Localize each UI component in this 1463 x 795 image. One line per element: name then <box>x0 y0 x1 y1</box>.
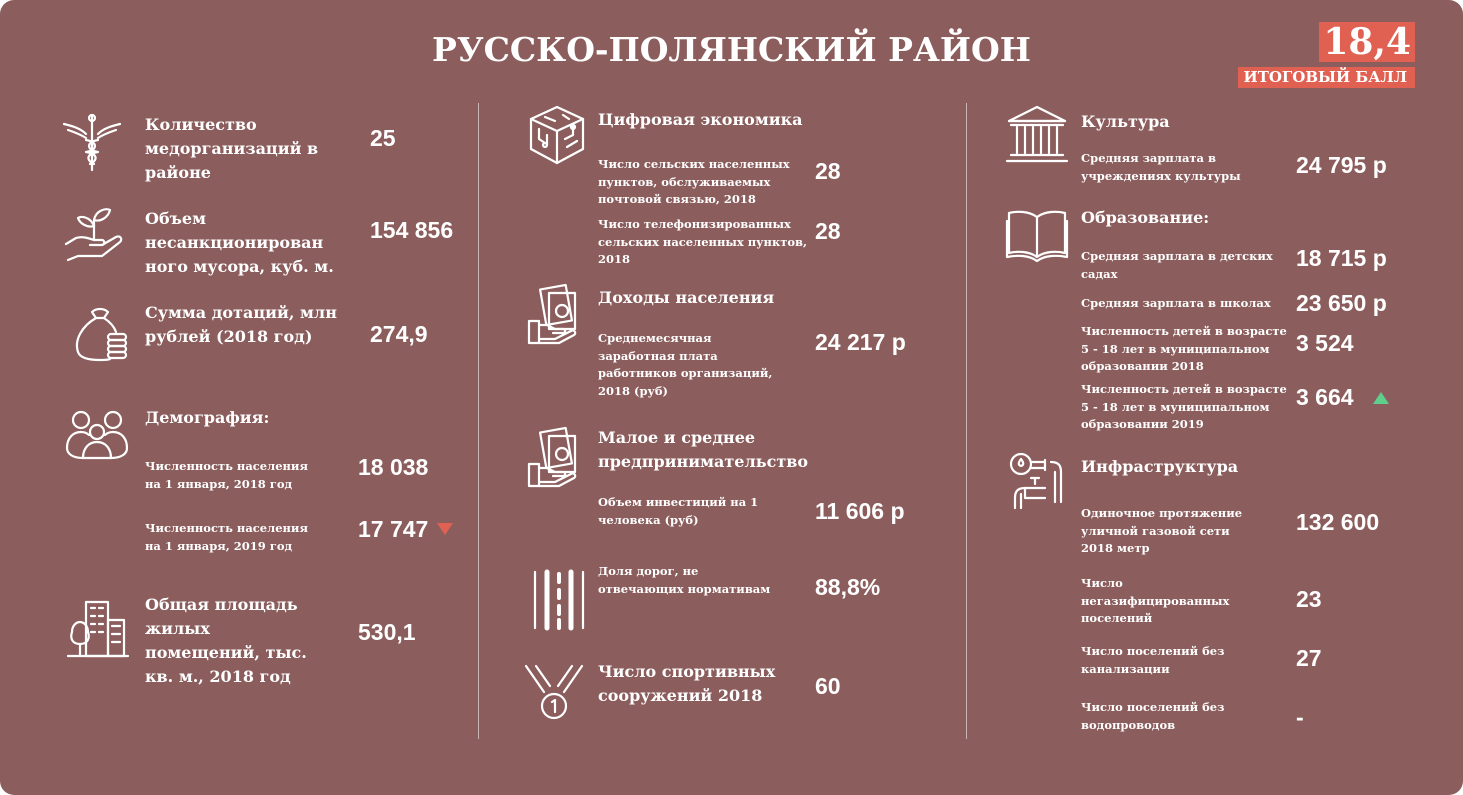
plant-hand-icon <box>62 200 126 264</box>
section-heading-edu-title: Образование: <box>1081 208 1210 227</box>
stat-value-post-value: 28 <box>815 158 841 184</box>
stat-value-pop2019-value: 17 747 <box>358 516 429 542</box>
stat-value-invest-value: 11 606 р <box>815 498 905 524</box>
stat-label-gas-label: Одиночное протяжение уличной газовой сет… <box>1081 506 1243 555</box>
stat-label-phone-label: Число телефонизированных сельских населе… <box>598 217 808 266</box>
medal-icon <box>522 660 586 724</box>
section-heading-housing-label: Общая площадь жилых помещений, тыс. кв. … <box>145 595 307 686</box>
hand-money-icon <box>525 426 589 490</box>
stat-value-school-value: 23 650 р <box>1296 290 1387 316</box>
section-heading-waste-label: Объем несанкционирован ного мусора, куб.… <box>145 209 334 276</box>
stat-value-roads-value: 88,8% <box>815 574 881 600</box>
stat-label-nogas-label: Число негазифицированных поселений <box>1081 576 1230 625</box>
stat-value-kids2019-value: 3 664 <box>1296 384 1354 410</box>
stat-label-invest-label: Объем инвестиций на 1 человека (руб) <box>598 495 759 527</box>
stat-label-kids2019-label: Численность детей в возрасте 5 - 18 лет … <box>1081 382 1287 431</box>
trend-down-icon <box>437 523 453 535</box>
section-heading-infra-title: Инфраструктура <box>1081 457 1239 476</box>
stat-value-pop2018-value: 18 038 <box>358 454 429 480</box>
stat-value-phone-value: 28 <box>815 218 841 244</box>
stat-label-pop2018-label: Численность населения на 1 января, 2018 … <box>145 459 308 491</box>
trend-up-icon <box>1373 392 1389 404</box>
column-divider <box>478 103 479 739</box>
stat-value-med-value: 25 <box>370 125 396 151</box>
stat-value-subsidy-value: 274,9 <box>370 321 428 347</box>
hand-money-icon <box>525 283 589 347</box>
road-icon <box>527 568 591 632</box>
total-score: 18,4 <box>1319 22 1415 62</box>
section-heading-sport-label: Число спортивных сооружений 2018 <box>598 662 776 705</box>
stat-label-pop2019-label: Численность населения на 1 января, 2019 … <box>145 521 308 553</box>
stat-value-salary-value: 24 217 р <box>815 329 906 355</box>
buildings-icon <box>66 598 130 662</box>
stat-value-nogas-value: 23 <box>1296 586 1322 612</box>
caduceus-icon <box>60 110 124 174</box>
stat-value-kinder-value: 18 715 р <box>1296 245 1387 271</box>
stat-value-nowater-value: - <box>1296 704 1304 730</box>
section-heading-sme-title: Малое и среднее предпринимательство <box>598 428 809 471</box>
stat-label-post-label: Число сельских населенных пунктов, обслу… <box>598 157 790 206</box>
stat-label-nowater-label: Число поселений без водопроводов <box>1081 700 1225 732</box>
section-heading-med-label: Количество медорганизаций в районе <box>145 115 319 182</box>
total-score-label: ИТОГОВЫЙ БАЛЛ <box>1237 67 1415 88</box>
stat-value-sport-value: 60 <box>815 673 841 699</box>
column-divider <box>966 103 967 739</box>
stat-value-kids2018-value: 3 524 <box>1296 330 1354 356</box>
stat-label-roads-label: Доля дорог, не отвечающих нормативам <box>598 564 771 596</box>
stat-value-culture-salary-value: 24 795 р <box>1296 152 1387 178</box>
museum-icon <box>1005 103 1069 167</box>
page-title: РУССКО-ПОЛЯНСКИЙ РАЙОН <box>432 30 1031 69</box>
stat-value-housing-value: 530,1 <box>358 619 416 645</box>
pipes-icon <box>1005 448 1069 512</box>
stat-value-nosewer-value: 27 <box>1296 645 1322 671</box>
stat-label-kinder-label: Средняя зарплата в детских садах <box>1081 249 1273 281</box>
people-icon <box>65 402 129 466</box>
stat-value-waste-value: 154 856 <box>370 217 454 243</box>
stat-label-culture-salary-label: Средняя зарплата в учреждениях культуры <box>1081 151 1241 183</box>
stat-label-kids2018-label: Численность детей в возрасте 5 - 18 лет … <box>1081 324 1287 373</box>
stat-label-salary-label: Среднемесячная заработная плата работник… <box>598 331 773 398</box>
stat-label-school-label: Средняя зарплата в школах <box>1081 296 1271 310</box>
section-heading-culture-title: Культура <box>1081 112 1170 131</box>
section-heading-income-title: Доходы населения <box>598 288 775 307</box>
money-bag-icon <box>68 300 132 364</box>
section-heading-demo-title: Демография: <box>145 408 270 427</box>
digital-cube-icon <box>525 103 589 167</box>
section-heading-subsidy-label: Сумма дотаций, млн рублей (2018 год) <box>145 303 337 346</box>
stat-value-gas-value: 132 600 <box>1296 509 1380 535</box>
stat-label-nosewer-label: Число поселений без канализации <box>1081 644 1225 676</box>
section-heading-digital-title: Цифровая экономика <box>598 110 803 129</box>
book-icon <box>1005 203 1069 267</box>
